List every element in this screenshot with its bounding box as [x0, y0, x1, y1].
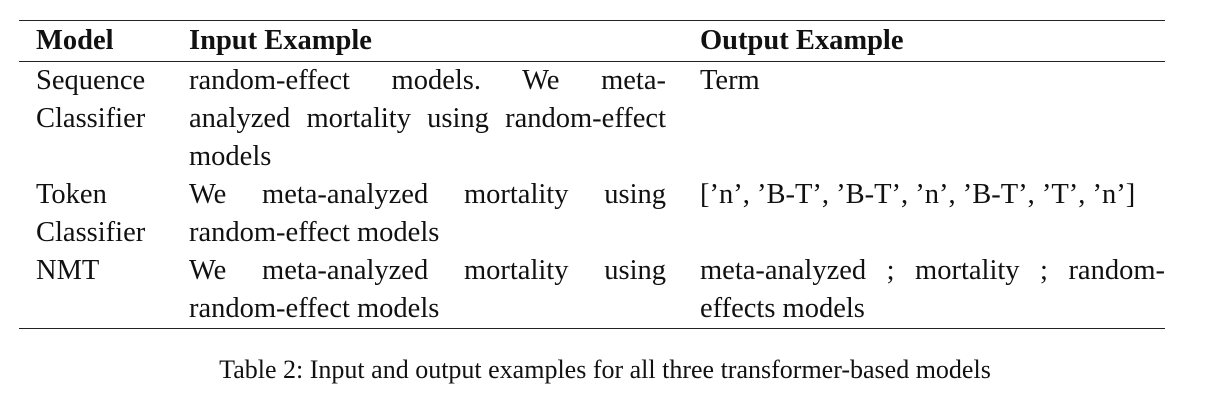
model-cell: Sequence Classifier: [19, 62, 189, 176]
input-example-cell: We meta-analyzed mortality using random-…: [189, 176, 666, 252]
model-name-line: Token: [36, 179, 107, 210]
output-example-cell: Term: [700, 62, 1165, 176]
output-text-line: Term: [700, 65, 760, 96]
table-caption: Table 2: Input and output examples for a…: [219, 355, 991, 384]
table-row: NMT We meta-analyzed mortality using ran…: [19, 252, 1165, 328]
input-text-line: random-effect models. We meta-: [189, 65, 666, 96]
model-name-line: Classifier: [36, 103, 146, 134]
input-text-line: We meta-analyzed mortality using: [189, 179, 666, 210]
header-output-example: Output Example: [700, 25, 904, 56]
input-example-cell: random-effect models. We meta- analyzed …: [189, 62, 666, 176]
table-header-rule: [19, 61, 1165, 62]
header-model: Model: [36, 25, 114, 56]
input-text-line: random-effect models: [189, 217, 440, 248]
input-text-line: random-effect models: [189, 293, 440, 324]
model-name-line: NMT: [36, 255, 100, 286]
table-row: Sequence Classifier random-effect models…: [19, 62, 1165, 176]
input-example-cell: We meta-analyzed mortality using random-…: [189, 252, 666, 328]
examples-table: Model Input Example Output Example Seque…: [19, 20, 1165, 329]
output-text-line: effects models: [700, 293, 865, 324]
output-example-cell: meta-analyzed ; mortality ; random- effe…: [700, 252, 1165, 328]
model-cell: Token Classifier: [19, 176, 189, 252]
table-row: Token Classifier We meta-analyzed mortal…: [19, 176, 1165, 252]
input-text-line: analyzed mortality using random-effect: [189, 103, 666, 134]
model-name-line: Classifier: [36, 217, 146, 248]
output-text-line: [’n’, ’B-T’, ’B-T’, ’n’, ’B-T’, ’T’, ’n’…: [700, 179, 1136, 210]
header-input-example: Input Example: [189, 25, 372, 56]
model-cell: NMT: [19, 252, 189, 328]
model-name-line: Sequence: [36, 65, 146, 96]
table-header-row: Model Input Example Output Example: [19, 21, 1165, 61]
input-text-line: models: [189, 141, 272, 172]
output-text-line: meta-analyzed ; mortality ; random-: [700, 255, 1165, 286]
table-bottom-rule: [19, 328, 1165, 329]
output-example-cell: [’n’, ’B-T’, ’B-T’, ’n’, ’B-T’, ’T’, ’n’…: [700, 176, 1165, 252]
table-top-rule: [19, 20, 1165, 21]
input-text-line: We meta-analyzed mortality using: [189, 255, 666, 286]
